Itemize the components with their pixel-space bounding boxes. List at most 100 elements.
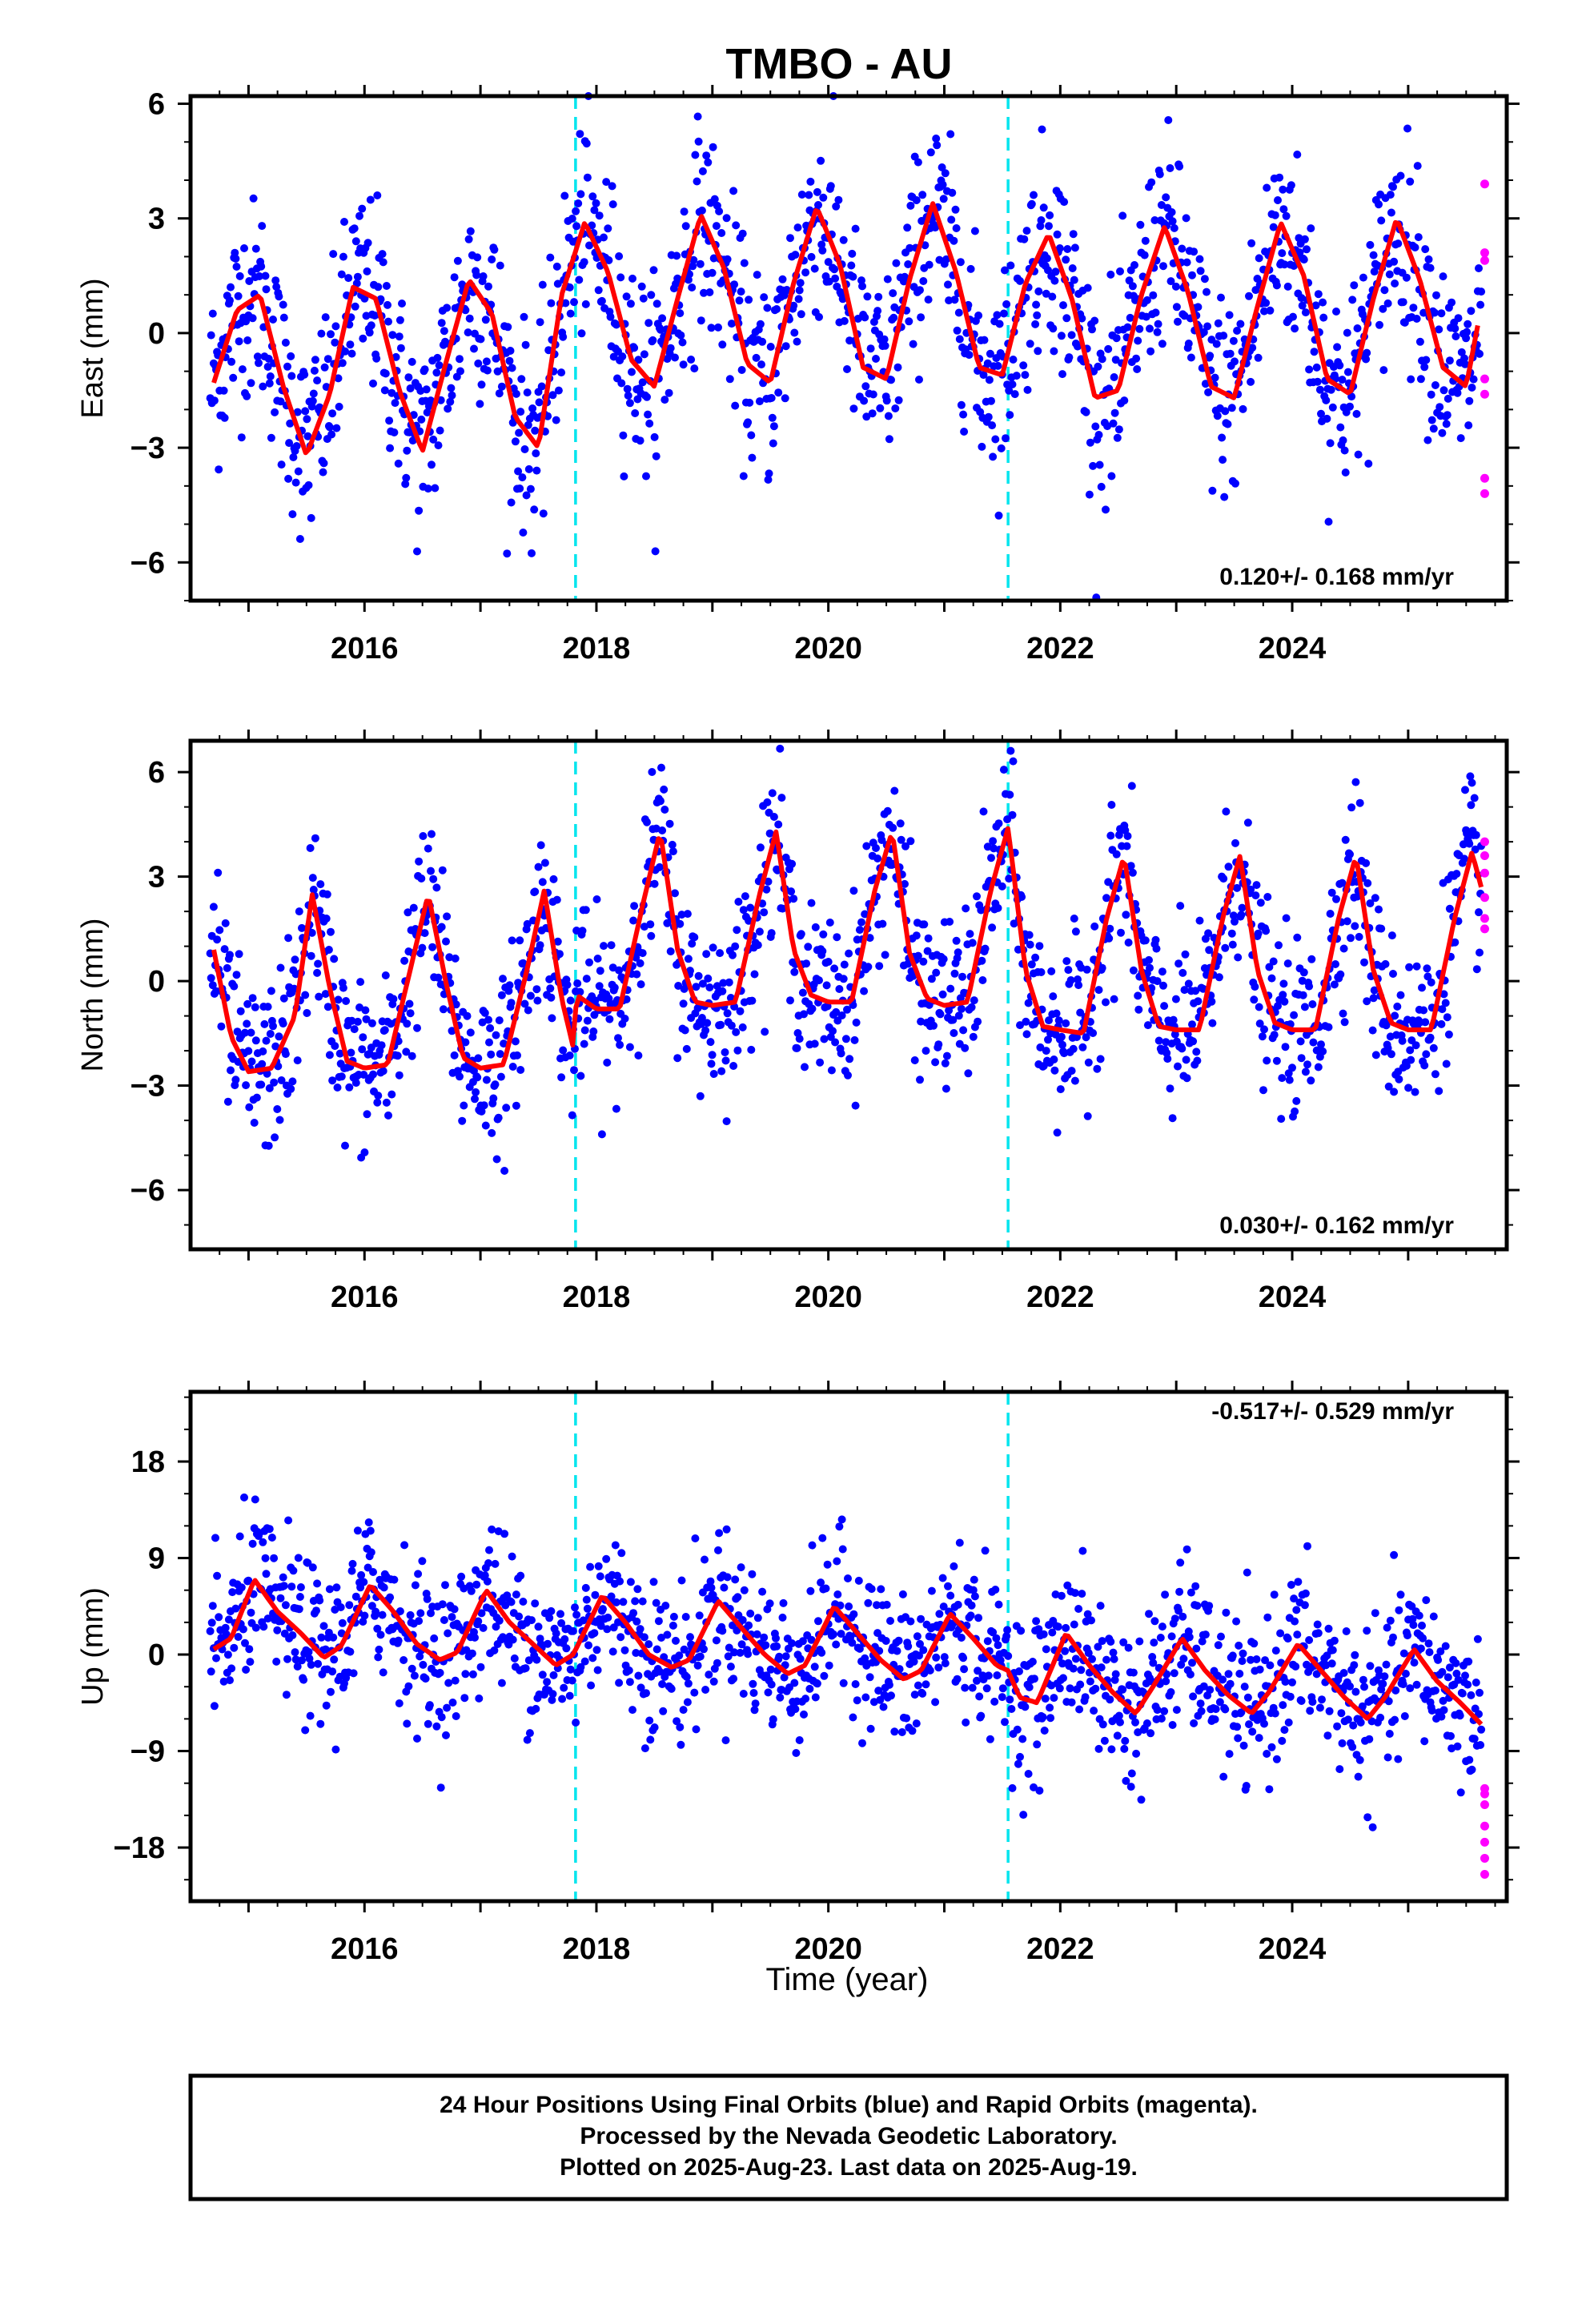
east-data-point [1279,185,1287,194]
east-data-point [718,340,727,349]
east-data-point [1107,472,1116,480]
north-data-point [999,766,1008,774]
east-data-point [622,292,631,301]
up-data-point [246,1658,255,1667]
north-data-point [1254,929,1263,938]
east-data-point [709,143,717,151]
up-data-point [1145,1610,1153,1618]
east-data-point [794,295,803,304]
north-data-point [632,970,641,979]
east-data-point [1171,282,1180,291]
up-data-point [1403,1631,1411,1640]
east-data-point [1141,236,1150,245]
east-data-point [1290,262,1299,270]
east-data-point [814,201,822,209]
up-data-point [1383,1753,1392,1762]
north-data-point [243,999,252,1008]
north-data-point [923,947,932,955]
east-data-point [806,177,815,186]
up-data-point [1211,1715,1219,1723]
east-data-point [1069,230,1078,239]
east-data-point [574,199,583,207]
east-data-point [507,498,516,507]
north-data-point [573,979,582,987]
east-rapid-orbit-point [1480,374,1489,384]
east-data-point [931,223,940,232]
east-data-point [548,391,557,400]
north-data-point [443,912,452,921]
up-data-point [430,1634,439,1642]
north-data-point [1229,911,1238,920]
up-data-point [1172,1706,1181,1715]
up-data-point [1094,1744,1103,1753]
up-data-point [1132,1749,1141,1758]
north-data-point [682,1044,691,1053]
east-data-point [1225,311,1234,320]
east-data-point [401,480,410,489]
north-data-point [755,927,764,936]
east-data-point [429,435,438,444]
east-data-point [269,316,277,324]
up-data-point [636,1683,645,1692]
up-data-point [1004,1651,1013,1660]
north-data-point [244,1047,253,1055]
up-data-point [677,1576,686,1585]
north-data-point [822,981,831,990]
east-data-point [1439,272,1447,281]
up-data-point [927,1586,936,1595]
north-data-point [738,1023,747,1031]
north-data-point [548,1014,556,1023]
north-data-point [1207,997,1216,1006]
up-data-point [967,1601,976,1610]
up-data-point [1234,1734,1243,1743]
north-plot-frame [188,738,1509,1252]
north-data-point [328,1076,337,1085]
up-data-point [853,1696,861,1705]
east-y-tick-label: 3 [148,203,165,236]
up-data-point [628,1706,636,1715]
up-data-point [448,1613,456,1622]
north-data-point [690,933,699,942]
east-data-point [1317,409,1325,418]
up-data-point [1288,1678,1296,1687]
north-data-point [1340,1018,1349,1027]
east-data-point [423,408,432,416]
east-data-point [251,244,260,253]
east-data-point [769,439,777,448]
up-data-point [1078,1546,1087,1555]
up-data-point [1233,1723,1242,1731]
up-data-point [1083,1610,1092,1618]
north-data-point [1044,1035,1052,1044]
north-data-point [1053,1128,1062,1137]
up-data-point [500,1530,509,1538]
north-data-point [1426,1033,1435,1042]
up-data-point [1384,1697,1393,1706]
east-data-point [1340,446,1349,455]
east-data-point [1274,196,1282,204]
north-data-point [301,991,310,999]
north-data-point [1184,979,1193,988]
east-data-point [1262,299,1271,308]
east-data-point [1335,361,1344,370]
up-data-point [1255,1665,1264,1674]
east-data-point [1279,205,1288,214]
north-data-point [776,744,785,753]
up-data-point [288,1631,297,1639]
up-data-point [436,1668,444,1677]
north-data-point [680,984,689,993]
up-data-point [1410,1659,1419,1667]
east-rapid-orbit-point [1480,473,1489,483]
up-y-tick-label: 18 [131,1445,165,1479]
up-data-point [228,1588,237,1597]
north-data-point [1274,1002,1282,1011]
north-data-point [709,1070,718,1078]
up-data-point [508,1635,517,1644]
north-data-point [614,1034,622,1043]
north-data-point [934,1040,943,1049]
east-data-point [323,355,332,364]
up-data-point [904,1642,913,1651]
east-data-point [257,262,266,271]
up-data-point [1156,1634,1165,1642]
up-data-point [294,1554,303,1562]
up-data-point [714,1546,722,1554]
